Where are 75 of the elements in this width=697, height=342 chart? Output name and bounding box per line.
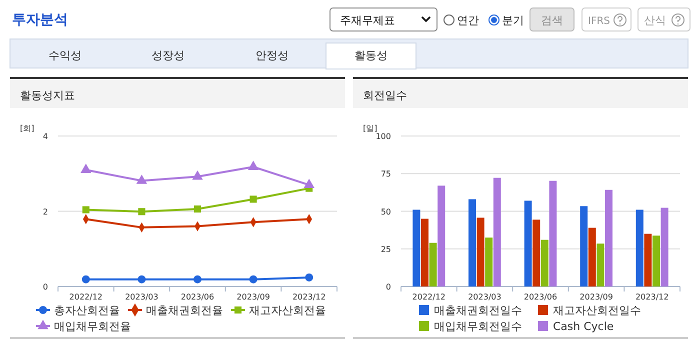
bar [540, 240, 548, 286]
text: 주재무제표 [340, 14, 395, 27]
y-tick-label: 75 [380, 170, 391, 179]
text: 분기 [502, 14, 524, 27]
bar [421, 218, 428, 286]
y-tick-label: 50 [380, 207, 391, 216]
x-tick-label: 2023/03 [468, 292, 502, 302]
y-axis-title: [회] [20, 124, 34, 133]
text: 검색 [541, 14, 563, 27]
x-tick-label: 2023/12 [292, 292, 326, 302]
bar [605, 190, 612, 286]
bar [580, 206, 588, 286]
x-tick-label: 2023/09 [236, 292, 270, 302]
text: 안정성 [256, 49, 288, 62]
chart-title: 회전일수 [363, 89, 407, 102]
legend-label: 재고자산회전일수 [553, 304, 641, 317]
y-tick-label: 100 [376, 132, 391, 141]
text: 연간 [457, 14, 479, 27]
point [248, 160, 259, 170]
text: 활동성 [354, 49, 388, 62]
text: 성장성 [152, 49, 184, 62]
x-tick-label: 2023/12 [635, 292, 669, 302]
y-axis-title: [일] [363, 124, 378, 133]
x-tick-label: 2023/09 [580, 292, 613, 302]
bar [652, 236, 660, 286]
point [305, 273, 314, 282]
y-tick-label: 2 [42, 207, 48, 216]
point [250, 196, 257, 203]
x-tick-label: 2022/12 [412, 292, 446, 302]
x-tick-label: 2023/06 [180, 292, 214, 302]
bar [596, 244, 604, 286]
point [192, 170, 203, 180]
point [80, 164, 92, 173]
bar [588, 228, 596, 286]
chart-title: 활동성지표 [20, 89, 75, 102]
text: IFRS [588, 16, 610, 27]
y-tick-label: 25 [380, 244, 391, 254]
point [249, 275, 258, 284]
bar [468, 199, 476, 286]
point [304, 178, 314, 188]
legend-label: 매입채무회전일수 [434, 320, 522, 333]
x-tick-label: 2022/12 [69, 292, 103, 302]
x-tick-label: 2023/03 [125, 292, 158, 302]
x-tick-label: 2023/06 [524, 292, 558, 302]
point [82, 275, 90, 284]
bar [412, 210, 420, 286]
bar [660, 208, 668, 286]
legend-label: 매출채권회전일수 [434, 304, 522, 317]
point [136, 174, 148, 184]
text: 수익성 [48, 49, 82, 62]
point [194, 205, 202, 213]
point [194, 275, 202, 284]
bar [524, 200, 532, 286]
y-tick-label: 0 [42, 282, 48, 292]
y-tick-label: 4 [42, 132, 48, 141]
bar [636, 210, 644, 286]
legend-label: 매출채권회전율 [146, 304, 223, 317]
legend-label: 매입채무회전율 [54, 320, 131, 333]
legend-label: 총자산회전율 [54, 304, 120, 317]
point [138, 208, 146, 216]
bar [532, 220, 540, 286]
bar [549, 180, 557, 286]
y-tick-label: 0 [386, 282, 391, 292]
text: 투자분석 [12, 12, 68, 28]
bar [429, 242, 437, 286]
bar [476, 218, 484, 286]
bar [438, 186, 446, 286]
point [138, 275, 146, 284]
bar [493, 178, 501, 286]
legend-label: Cash Cycle [553, 320, 614, 333]
point [82, 206, 90, 214]
bar [644, 234, 652, 286]
bar [485, 238, 493, 286]
text: 산식 [644, 14, 666, 27]
legend-label: 재고자산회전율 [249, 304, 326, 317]
